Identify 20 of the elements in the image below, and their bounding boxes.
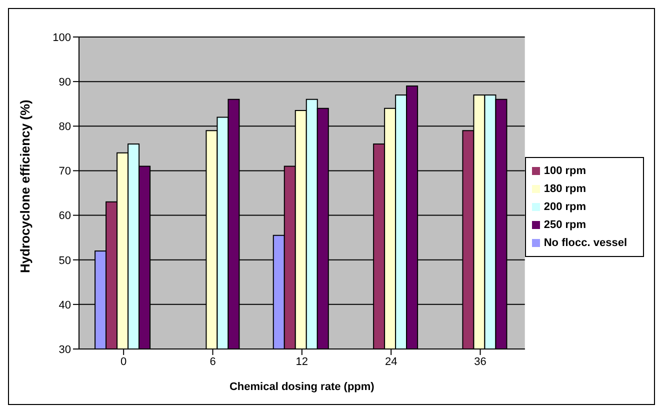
x-tick-label: 6: [210, 356, 216, 368]
x-axis-title: Chemical dosing rate (ppm): [229, 381, 375, 393]
y-tick-label: 100: [52, 32, 71, 44]
legend-label: 250 rpm: [544, 218, 586, 230]
y-tick-label: 50: [58, 254, 71, 267]
y-tick-label: 60: [58, 210, 71, 222]
legend-label: 200 rpm: [544, 200, 586, 212]
y-tick-label: 80: [58, 121, 71, 134]
x-tick-label: 24: [384, 356, 398, 368]
y-tick-label: 30: [58, 344, 71, 356]
legend-label: No flocc. vessel: [544, 236, 627, 248]
x-tick-label: 12: [296, 356, 308, 368]
legend-label: 180 rpm: [544, 182, 586, 194]
x-tick-label: 0: [120, 356, 127, 368]
x-tick-label: 36: [474, 356, 486, 368]
y-tick-label: 40: [58, 299, 71, 312]
y-axis-title: Hydrocyclone efficiency (%): [18, 100, 33, 273]
y-tick-label: 90: [58, 76, 71, 88]
legend-label: 100 rpm: [544, 164, 586, 176]
y-tick-label: 70: [58, 166, 71, 178]
